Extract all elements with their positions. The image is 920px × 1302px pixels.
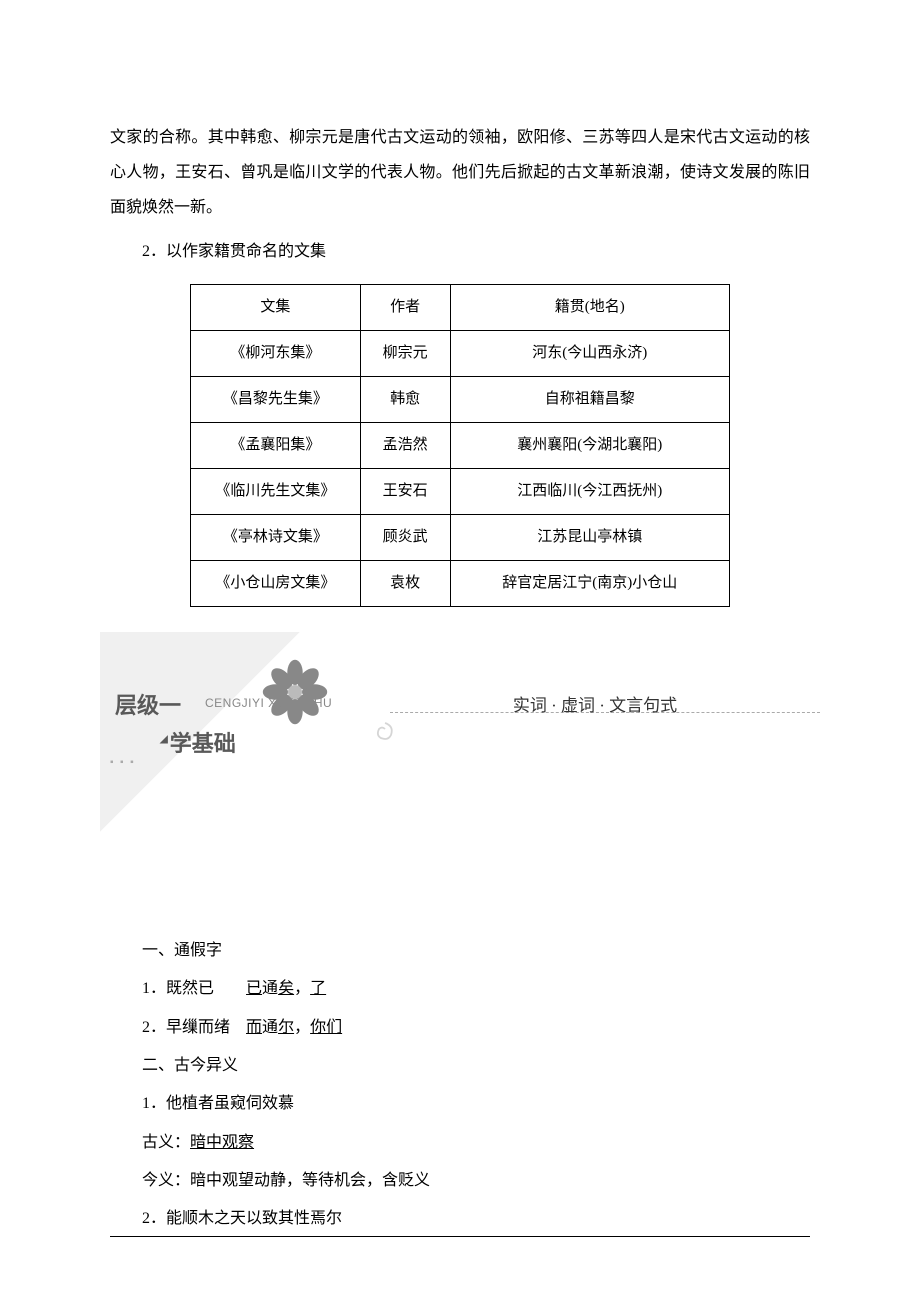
cell-work: 《亭林诗文集》 [191,514,361,560]
works-table: 文集 作者 籍贯(地名) 《柳河东集》 柳宗元 河东(今山西永济) 《昌黎先生集… [190,284,730,607]
ex2-u2: 尔 [278,1019,294,1036]
th-author: 作者 [360,284,450,330]
table-row: 《柳河东集》 柳宗元 河东(今山西永济) [191,330,730,376]
cell-author: 孟浩然 [360,422,450,468]
exercise-item-1: 1．既然已 已通矣，了 [110,970,810,1008]
ex2-comma: ， [294,1019,310,1036]
cell-place: 襄州襄阳(今湖北襄阳) [450,422,729,468]
cell-place: 辞官定居江宁(南京)小仓山 [450,560,729,606]
modern-meaning: 今义：暗中观望动静，等待机会，含贬义 [110,1162,810,1200]
ancient-label: 古义： [142,1134,190,1151]
cell-author: 袁枚 [360,560,450,606]
ex1-u1: 已 [246,980,262,997]
cell-author: 顾炎武 [360,514,450,560]
book-icon: ◢ [160,734,168,745]
th-work: 文集 [191,284,361,330]
ex1-stem: 1．既然已 [142,980,214,997]
exercise-item-3: 1．他植者虽窥伺效慕 [110,1085,810,1123]
cell-work: 《临川先生文集》 [191,468,361,514]
cell-place: 江苏昆山亭林镇 [450,514,729,560]
ex2-u1: 而 [246,1019,262,1036]
table-header-row: 文集 作者 籍贯(地名) [191,284,730,330]
ancient-meaning: 古义：暗中观察 [110,1124,810,1162]
cell-author: 韩愈 [360,376,450,422]
cell-author: 柳宗元 [360,330,450,376]
cell-place: 河东(今山西永济) [450,330,729,376]
ex2-stem: 2．早缫而绪 [142,1019,230,1036]
banner-pinyin: CENGJIYI XUEJICHU [205,690,332,716]
dot-decor: ▪ ▪ ▪ [110,752,136,774]
table-container: 文集 作者 籍贯(地名) 《柳河东集》 柳宗元 河东(今山西永济) 《昌黎先生集… [110,284,810,607]
table-row: 《临川先生文集》 王安石 江西临川(今江西抚州) [191,468,730,514]
intro-paragraph: 文家的合称。其中韩愈、柳宗元是唐代古文运动的领袖，欧阳修、三苏等四人是宋代古文运… [110,120,810,226]
th-place: 籍贯(地名) [450,284,729,330]
ex1-u2: 矣 [278,980,294,997]
cell-work: 《昌黎先生集》 [191,376,361,422]
banner-sublabel: ◢学基础 [160,720,236,768]
table-row: 《亭林诗文集》 顾炎武 江苏昆山亭林镇 [191,514,730,560]
subtitle: 2．以作家籍贯命名的文集 [110,234,810,269]
cell-place: 自称祖籍昌黎 [450,376,729,422]
section-heading-1: 一、通假字 [110,932,810,970]
ex1-u3: 了 [310,980,326,997]
ex2-u3: 你们 [310,1019,342,1036]
exercise-item-2: 2．早缫而绪 而通尔，你们 [110,1009,810,1047]
cell-work: 《孟襄阳集》 [191,422,361,468]
ex1-mid: 通 [262,980,278,997]
cell-place: 江西临川(今江西抚州) [450,468,729,514]
level-banner: 层级一 CENGJIYI XUEJICHU ◢学基础 ▪ ▪ ▪ 实词 · 虚词… [110,632,810,852]
ex1-comma: ， [294,980,310,997]
table-row: 《昌黎先生集》 韩愈 自称祖籍昌黎 [191,376,730,422]
ancient-value: 暗中观察 [190,1134,254,1151]
banner-sub-prefix: 学 [170,731,192,756]
cell-work: 《柳河东集》 [191,330,361,376]
banner-right-text: 实词 · 虚词 · 文言句式 [380,687,810,724]
cell-work: 《小仓山房文集》 [191,560,361,606]
section-heading-2: 二、古今异义 [110,1047,810,1085]
bottom-divider [110,1236,810,1237]
exercise-section: 一、通假字 1．既然已 已通矣，了 2．早缫而绪 而通尔，你们 二、古今异义 1… [110,932,810,1239]
table-row: 《小仓山房文集》 袁枚 辞官定居江宁(南京)小仓山 [191,560,730,606]
banner-sub-suffix: 基础 [192,731,236,756]
cell-author: 王安石 [360,468,450,514]
ex2-mid: 通 [262,1019,278,1036]
table-row: 《孟襄阳集》 孟浩然 襄州襄阳(今湖北襄阳) [191,422,730,468]
exercise-item-4: 2．能顺木之天以致其性焉尔 [110,1200,810,1238]
